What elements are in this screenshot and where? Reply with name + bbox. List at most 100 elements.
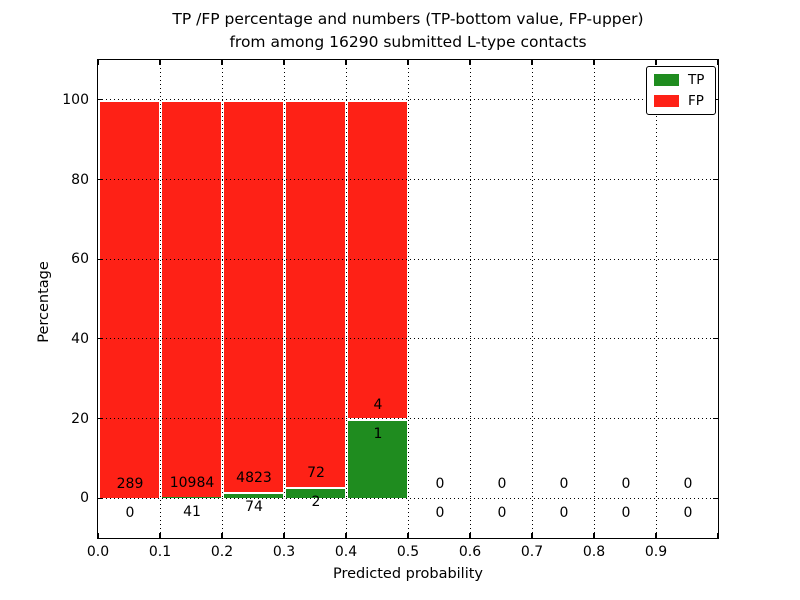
tp-count-label: 0 <box>683 505 693 522</box>
tp-count-label: 2 <box>311 494 321 511</box>
x-tick-label: 0.4 <box>334 544 358 560</box>
bar-fp-segment <box>99 99 159 499</box>
grid-line-vertical <box>531 60 533 538</box>
y-tick-label: 20 <box>71 410 89 427</box>
x-axis-title: Predicted probability <box>332 566 484 582</box>
x-tick-label: 0.6 <box>458 544 482 560</box>
bar-fp-segment <box>285 99 345 488</box>
legend-entry-tp: TP <box>654 73 708 87</box>
x-tick-mark <box>407 60 409 65</box>
legend-swatch-fp <box>654 95 679 107</box>
fp-count-label: 289 <box>116 476 144 493</box>
x-tick-mark <box>97 60 99 65</box>
x-tick-mark <box>159 60 161 65</box>
y-tick-label: 100 <box>62 91 89 108</box>
legend-label-tp: TP <box>688 72 705 88</box>
fp-count-label: 72 <box>307 465 325 482</box>
x-tick-mark <box>97 533 99 538</box>
grid-line-vertical <box>593 60 595 538</box>
y-tick-label: 0 <box>80 490 89 507</box>
x-tick-mark <box>469 533 471 538</box>
fp-count-label: 0 <box>497 476 507 493</box>
y-tick-mark <box>713 417 718 420</box>
x-tick-mark <box>159 533 161 538</box>
bar-tp-segment <box>347 418 407 499</box>
grid-line-vertical <box>407 60 409 538</box>
y-tick-mark <box>713 178 718 181</box>
y-tick-mark <box>713 258 718 260</box>
x-tick-mark <box>221 60 223 65</box>
x-tick-mark <box>469 60 471 65</box>
tp-count-label: 0 <box>435 505 445 522</box>
bar-tp-segment <box>285 487 345 499</box>
bar-tp-segment <box>223 492 283 499</box>
grid-line-horizontal <box>98 418 718 419</box>
y-tick-label: 40 <box>71 330 89 347</box>
chart-title-line1: TP /FP percentage and numbers (TP-bottom… <box>172 10 644 28</box>
x-tick-mark <box>407 533 409 538</box>
x-tick-mark <box>655 60 657 65</box>
chart-title: TP /FP percentage and numbers (TP-bottom… <box>90 8 726 54</box>
bar-tp-segment <box>161 496 221 499</box>
x-tick-mark <box>717 60 719 65</box>
y-tick-label: 60 <box>71 251 89 268</box>
x-tick-label: 0.9 <box>644 544 668 560</box>
y-tick-mark <box>713 338 718 340</box>
y-tick-mark <box>98 338 103 340</box>
x-tick-mark <box>717 533 719 538</box>
x-tick-mark <box>531 60 533 65</box>
grid-line-horizontal <box>98 258 718 260</box>
grid-line-horizontal <box>98 497 718 499</box>
legend-swatch-tp <box>654 74 679 86</box>
plot-area: 289 0 10984 41 4823 74 72 2 4 1 0 0 0 0 0 0 0 0 0 0 <box>97 59 719 539</box>
fp-count-label: 0 <box>621 476 631 493</box>
grid-line-vertical <box>221 60 223 538</box>
x-tick-label: 0.2 <box>210 544 234 560</box>
tp-count-label: 1 <box>373 425 383 442</box>
y-tick-mark <box>98 99 103 101</box>
y-tick-mark <box>713 497 718 499</box>
legend: TP FP <box>646 66 716 115</box>
grid-line-vertical <box>469 60 471 538</box>
fp-count-label: 10984 <box>169 474 215 491</box>
fp-count-label: 0 <box>435 476 445 493</box>
fp-count-label: 0 <box>559 476 569 493</box>
bar-fp-segment <box>223 99 283 493</box>
tp-count-label: 74 <box>245 499 263 516</box>
grid-line-horizontal <box>98 338 718 340</box>
bar-fp-segment <box>161 99 221 497</box>
grid-line-vertical <box>283 60 285 538</box>
y-tick-label: 80 <box>71 171 89 188</box>
x-tick-mark <box>345 533 347 538</box>
y-tick-mark <box>98 417 103 420</box>
grid-line-vertical <box>345 60 347 538</box>
grid-line-vertical <box>159 60 161 538</box>
x-tick-mark <box>593 60 595 65</box>
fp-count-label: 4823 <box>236 470 272 487</box>
x-tick-label: 0.0 <box>86 544 110 560</box>
y-tick-labels: 0 20 40 60 80 100 <box>0 60 89 538</box>
chart-title-line2: from among 16290 submitted L-type contac… <box>229 33 587 51</box>
tp-count-label: 41 <box>183 503 201 520</box>
grid-line-horizontal <box>98 99 718 101</box>
grid-line-horizontal <box>98 179 718 180</box>
x-tick-label: 0.7 <box>520 544 544 560</box>
grid-line-vertical <box>655 60 657 538</box>
x-tick-mark <box>655 533 657 538</box>
legend-label-fp: FP <box>688 93 704 109</box>
x-tick-label: 0.8 <box>582 544 606 560</box>
legend-entry-fp: FP <box>654 94 708 108</box>
tp-count-label: 0 <box>497 505 507 522</box>
x-tick-label: 0.1 <box>148 544 172 560</box>
fp-count-label: 4 <box>373 396 383 413</box>
tp-count-label: 0 <box>125 505 135 522</box>
fp-count-label: 0 <box>683 476 693 493</box>
x-tick-mark <box>345 60 347 65</box>
y-tick-mark <box>98 497 103 499</box>
tp-count-label: 0 <box>559 505 569 522</box>
y-tick-mark <box>98 258 103 260</box>
x-tick-label: 0.3 <box>272 544 296 560</box>
x-tick-mark <box>593 533 595 538</box>
x-tick-mark <box>221 533 223 538</box>
